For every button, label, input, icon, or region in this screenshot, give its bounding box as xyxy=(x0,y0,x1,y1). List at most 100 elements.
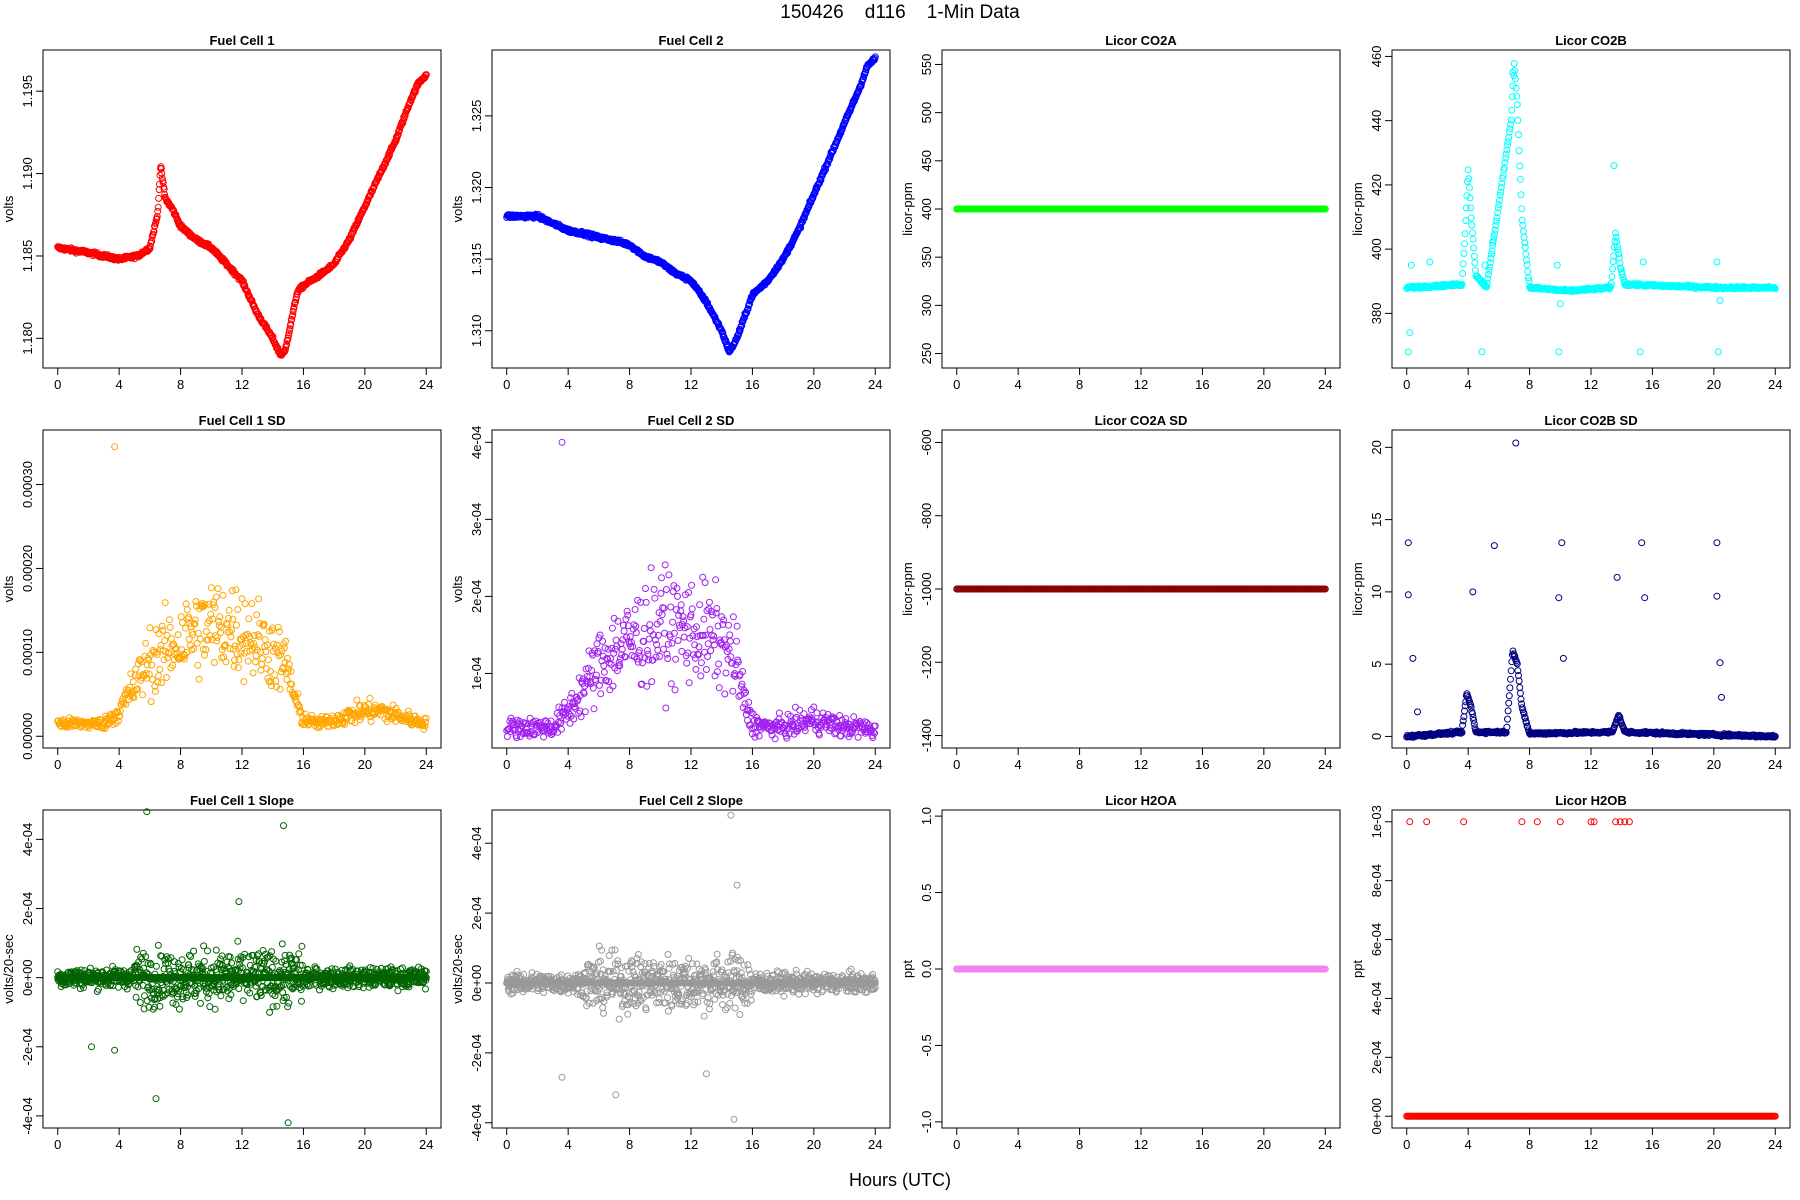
data-point xyxy=(648,678,656,686)
y-tick-label: 350 xyxy=(919,246,934,268)
x-tick-label: 8 xyxy=(1076,377,1083,392)
data-point xyxy=(174,631,182,639)
data-point xyxy=(393,135,401,142)
data-point xyxy=(167,635,175,643)
data-point xyxy=(661,561,669,569)
data-point xyxy=(713,605,721,612)
data-point xyxy=(700,615,708,623)
y-tick-label: 10 xyxy=(1369,585,1384,599)
data-point xyxy=(160,185,168,193)
data-point xyxy=(651,594,659,602)
data-point xyxy=(1500,164,1508,172)
data-point xyxy=(166,616,173,624)
data-point xyxy=(1404,348,1412,356)
data-point xyxy=(155,194,163,202)
subplot-title: Fuel Cell 1 xyxy=(209,33,274,48)
data-point xyxy=(590,705,598,713)
data-point xyxy=(166,623,174,631)
data-point xyxy=(1496,191,1504,199)
data-point xyxy=(1497,188,1505,196)
data-point xyxy=(662,704,670,712)
data-point xyxy=(1512,75,1519,83)
data-point xyxy=(183,606,191,614)
y-tick-label: 450 xyxy=(919,150,934,172)
y-tick-label: 440 xyxy=(1369,110,1384,132)
y-tick-label: 0 xyxy=(1369,733,1384,740)
data-points xyxy=(54,71,430,359)
x-tick-label: 8 xyxy=(1526,377,1533,392)
data-point xyxy=(672,655,680,663)
data-point xyxy=(1613,238,1621,246)
data-point xyxy=(154,203,162,211)
x-tick-label: 0 xyxy=(953,757,960,772)
data-point xyxy=(1607,283,1615,290)
y-tick-label: -1200 xyxy=(919,646,934,679)
data-point xyxy=(1505,134,1513,142)
data-point xyxy=(196,635,204,643)
data-point xyxy=(1470,252,1478,260)
y-tick-label: 0.00020 xyxy=(20,545,35,592)
data-point xyxy=(726,631,734,639)
data-point xyxy=(715,660,723,668)
data-point xyxy=(1713,258,1721,266)
data-point xyxy=(1618,271,1626,278)
x-tick-label: 16 xyxy=(296,377,310,392)
data-point xyxy=(158,174,166,182)
data-point xyxy=(285,332,292,339)
y-tick-label: 500 xyxy=(919,102,934,124)
data-point xyxy=(697,659,705,667)
data-points xyxy=(1403,60,1779,356)
data-point xyxy=(643,682,651,690)
data-point xyxy=(194,661,202,669)
data-points xyxy=(503,53,879,356)
x-tick-label: 8 xyxy=(177,757,184,772)
data-point xyxy=(1470,244,1478,252)
data-point xyxy=(1494,209,1502,217)
y-tick-label: 420 xyxy=(1369,174,1384,196)
data-point xyxy=(234,606,242,613)
x-tick-label: 0 xyxy=(54,757,61,772)
y-tick-label: 3e-04 xyxy=(469,503,484,536)
data-point xyxy=(382,160,390,167)
data-point xyxy=(1483,279,1491,287)
x-tick-label: 12 xyxy=(1134,757,1148,772)
x-tick-label: 12 xyxy=(1584,377,1598,392)
data-point xyxy=(1508,93,1516,101)
data-point xyxy=(367,191,374,199)
y-tick-label: 4e-04 xyxy=(469,426,484,459)
data-point xyxy=(1613,243,1621,251)
y-tick-label: 2e-04 xyxy=(469,580,484,613)
data-point xyxy=(1517,191,1525,199)
data-point xyxy=(607,660,615,668)
data-point xyxy=(1491,230,1499,238)
data-point xyxy=(1495,201,1503,209)
data-point xyxy=(1502,154,1510,162)
data-point xyxy=(129,678,137,686)
data-point xyxy=(1504,715,1511,723)
data-point xyxy=(244,288,251,296)
data-point xyxy=(1485,266,1493,274)
data-point xyxy=(775,709,783,717)
y-axis-label: licor-ppm xyxy=(900,562,915,615)
data-point xyxy=(642,585,649,592)
data-point xyxy=(1460,250,1468,257)
data-point xyxy=(155,630,163,638)
x-tick-label: 24 xyxy=(868,377,882,392)
data-point xyxy=(1716,297,1724,304)
data-point xyxy=(1426,258,1434,266)
data-point xyxy=(1518,216,1526,224)
data-point xyxy=(1460,713,1468,721)
data-point xyxy=(139,691,146,699)
data-point xyxy=(1505,699,1513,707)
data-point xyxy=(271,671,279,679)
data-point xyxy=(1609,258,1617,266)
data-point xyxy=(791,703,799,711)
data-point xyxy=(255,595,263,603)
data-point xyxy=(1505,128,1513,136)
subplot-title: Licor CO2B SD xyxy=(1544,413,1637,428)
data-point xyxy=(1493,214,1501,222)
data-point xyxy=(225,606,233,614)
x-tick-label: 16 xyxy=(745,757,759,772)
